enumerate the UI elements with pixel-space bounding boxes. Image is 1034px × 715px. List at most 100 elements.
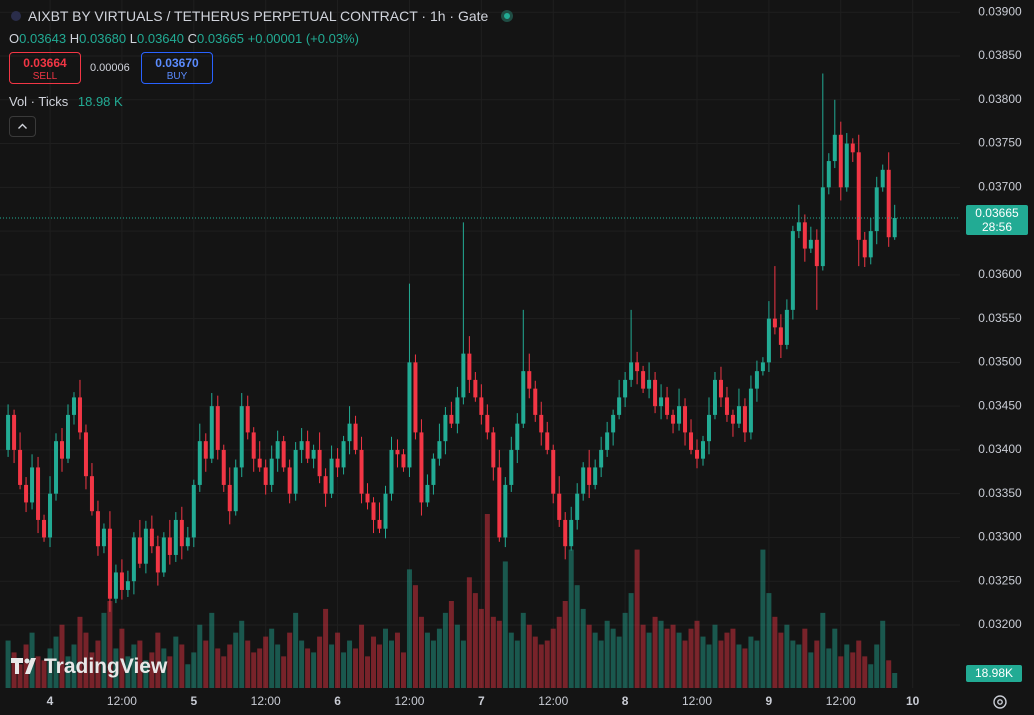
volume-bar bbox=[65, 656, 71, 688]
volume-bar bbox=[47, 648, 53, 688]
volume-bar bbox=[365, 656, 371, 688]
volume-bar bbox=[347, 640, 353, 688]
volume-bar bbox=[670, 624, 676, 688]
volume-bar bbox=[784, 624, 790, 688]
volume-bar bbox=[442, 612, 448, 688]
title-row: AIXBT BY VIRTUALS / TETHERUS PERPETUAL C… bbox=[10, 7, 514, 24]
x-tick-label: 8 bbox=[622, 694, 629, 708]
candle-body bbox=[862, 239, 867, 258]
logo-text: TradingView bbox=[44, 655, 168, 678]
volume-bar bbox=[131, 644, 137, 688]
candle-body bbox=[263, 467, 268, 485]
volume-bar bbox=[359, 624, 365, 688]
candle-body bbox=[269, 458, 274, 485]
volume-bar bbox=[107, 601, 113, 688]
volume-bar bbox=[832, 628, 838, 688]
volume-bar bbox=[568, 549, 574, 688]
volume-bar bbox=[460, 640, 466, 688]
candle-body bbox=[275, 441, 280, 459]
volume-bar bbox=[880, 620, 886, 688]
volume-bar bbox=[400, 652, 406, 688]
candle-body bbox=[455, 397, 460, 424]
candle-body bbox=[60, 441, 65, 459]
candle-body bbox=[701, 441, 706, 459]
candle-body bbox=[784, 309, 789, 345]
volume-bar bbox=[682, 640, 688, 688]
candle-body bbox=[437, 441, 442, 459]
candle-body bbox=[706, 414, 711, 442]
volume-bar bbox=[772, 616, 778, 688]
candle-body bbox=[695, 449, 700, 459]
candle-body bbox=[24, 484, 29, 503]
candle-body bbox=[832, 134, 837, 162]
y-tick-label: 0.03350 bbox=[978, 486, 1022, 500]
volume-bar bbox=[754, 640, 760, 688]
collapse-button[interactable] bbox=[9, 116, 36, 137]
y-tick-label: 0.03700 bbox=[978, 179, 1022, 193]
volume-bar bbox=[191, 652, 197, 688]
candle-body bbox=[419, 432, 424, 503]
buy-button[interactable]: 0.03670 BUY bbox=[141, 52, 213, 84]
candle-body bbox=[317, 449, 322, 477]
sell-button[interactable]: 0.03664 SELL bbox=[9, 52, 81, 84]
volume-bar bbox=[287, 632, 293, 688]
candle-body bbox=[113, 572, 118, 599]
volume-bar bbox=[604, 620, 610, 688]
candle-body bbox=[808, 239, 813, 249]
volume-bar bbox=[269, 628, 275, 688]
volume-bar bbox=[227, 644, 233, 688]
candle-body bbox=[850, 143, 855, 153]
settings-icon[interactable] bbox=[990, 692, 1010, 712]
volume-bar bbox=[251, 652, 257, 688]
candle-body bbox=[509, 449, 514, 485]
last-price: 0.03665 bbox=[975, 206, 1019, 220]
volume-bar bbox=[640, 624, 646, 688]
volume-bar bbox=[77, 616, 83, 688]
volume-bar bbox=[149, 652, 155, 688]
x-tick-label: 12:00 bbox=[107, 694, 137, 708]
candle-body bbox=[563, 519, 568, 547]
candle-body bbox=[814, 239, 819, 267]
y-tick-label: 0.03500 bbox=[978, 355, 1022, 369]
volume-bar bbox=[311, 652, 317, 688]
candle-body bbox=[886, 169, 891, 238]
y-tick-label: 0.03300 bbox=[978, 530, 1022, 544]
candle-body bbox=[293, 449, 298, 494]
candle-body bbox=[407, 362, 412, 468]
candle-body bbox=[48, 493, 53, 538]
candle-body bbox=[89, 476, 94, 512]
volume-bar bbox=[5, 640, 11, 688]
y-tick-label: 0.03550 bbox=[978, 311, 1022, 325]
volume-bar bbox=[17, 664, 23, 688]
volume-bar bbox=[239, 620, 245, 688]
volume-bar bbox=[610, 628, 616, 688]
x-tick-label: 9 bbox=[766, 694, 773, 708]
candle-body bbox=[305, 441, 310, 459]
candle-body bbox=[503, 484, 508, 538]
volume-bar bbox=[257, 648, 263, 688]
volume-bar bbox=[418, 616, 424, 688]
candle-body bbox=[778, 327, 783, 345]
candle-body bbox=[257, 458, 262, 468]
x-tick-label: 12:00 bbox=[394, 694, 424, 708]
volume-bar bbox=[826, 648, 832, 688]
volume-bar bbox=[742, 648, 748, 688]
volume-bar bbox=[436, 628, 442, 688]
candle-body bbox=[251, 432, 256, 459]
candle-body bbox=[605, 432, 610, 450]
candle-body bbox=[245, 406, 250, 433]
candle-body bbox=[347, 423, 352, 442]
volume-bar bbox=[766, 593, 772, 688]
ohlc-label: O bbox=[9, 31, 20, 46]
ohlc-label: L bbox=[129, 31, 137, 46]
y-tick-label: 0.03900 bbox=[978, 4, 1022, 18]
candle-body bbox=[101, 528, 106, 547]
volume-bar bbox=[814, 640, 820, 688]
candle-body bbox=[868, 231, 873, 258]
volume-bar bbox=[233, 632, 239, 688]
volume-bar bbox=[101, 612, 107, 688]
candle-body bbox=[125, 581, 130, 590]
volume-bar bbox=[293, 612, 299, 688]
y-tick-label: 0.03200 bbox=[978, 617, 1022, 631]
